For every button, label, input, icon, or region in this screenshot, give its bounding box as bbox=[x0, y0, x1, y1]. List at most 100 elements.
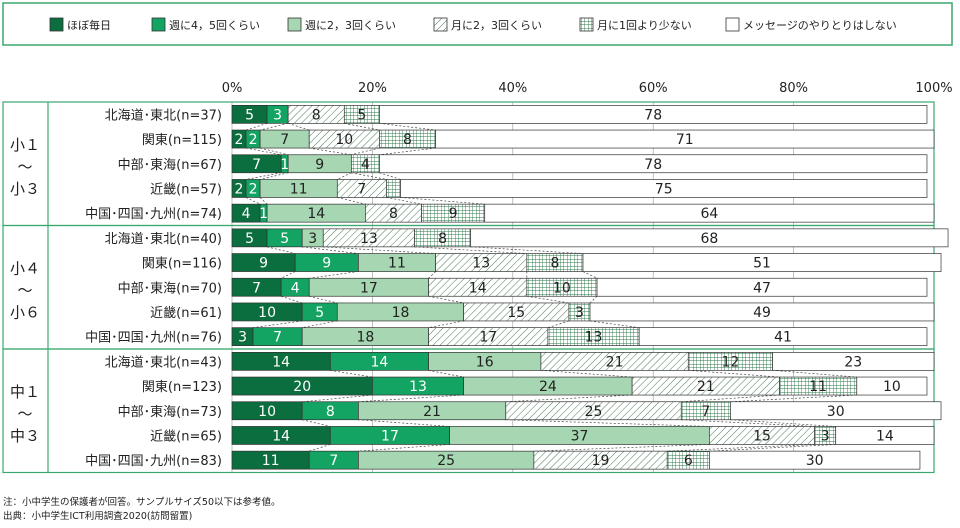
connector bbox=[302, 320, 338, 328]
connector bbox=[259, 197, 268, 205]
data-label: 30 bbox=[827, 404, 845, 420]
data-label: 5 bbox=[245, 107, 254, 123]
data-label: 14 bbox=[876, 428, 894, 444]
bar-segment bbox=[772, 352, 935, 371]
row-label: 中部･東海(n=70) bbox=[118, 280, 222, 296]
data-label: 3 bbox=[238, 330, 247, 346]
bar-segment bbox=[484, 203, 935, 223]
data-label: 5 bbox=[315, 305, 324, 321]
footnote-note: 注：小中学生の保護者が回答。サンプルサイズ50以下は参考値。 bbox=[3, 496, 281, 508]
group-label: 小６ bbox=[10, 303, 40, 321]
legend-label: 月に2，3回くらい bbox=[451, 19, 542, 32]
connector bbox=[379, 123, 436, 131]
group-label: ～ bbox=[17, 158, 32, 176]
data-label: 7 bbox=[329, 453, 338, 469]
data-label: 3 bbox=[575, 305, 584, 321]
data-label: 9 bbox=[259, 256, 268, 272]
row-label: 中部･東海(n=67) bbox=[118, 157, 222, 173]
row-label: 北海道･東北(n=40) bbox=[105, 231, 222, 247]
data-label: 5 bbox=[245, 231, 254, 247]
data-label: 13 bbox=[585, 330, 603, 346]
data-label: 9 bbox=[315, 157, 324, 173]
data-label: 8 bbox=[389, 206, 398, 222]
legend: ほぼ毎日 週に4，5回くらい 週に2，3回くらい 月に2，3回くらい 月に1回より少ない… bbox=[49, 17, 897, 32]
data-label: 2 bbox=[249, 132, 258, 148]
group-label: ～ bbox=[17, 405, 32, 423]
connector bbox=[280, 271, 296, 279]
connector bbox=[288, 123, 310, 131]
connector bbox=[379, 172, 401, 180]
connector bbox=[267, 246, 296, 254]
legend-swatch bbox=[579, 17, 594, 32]
connector bbox=[281, 295, 303, 304]
data-label: 11 bbox=[290, 181, 308, 197]
data-label: 64 bbox=[700, 206, 718, 222]
data-label: 14 bbox=[469, 280, 487, 296]
x-tick-label: 0% bbox=[222, 81, 243, 96]
data-label: 14 bbox=[272, 428, 290, 444]
data-label: 10 bbox=[258, 305, 276, 321]
legend-label: 月に1回より少ない bbox=[597, 19, 692, 32]
bar-segment bbox=[379, 104, 928, 124]
data-label: 5 bbox=[357, 107, 366, 123]
legend-swatch bbox=[433, 17, 448, 32]
x-tick-label: 40% bbox=[498, 81, 527, 96]
bar-segment bbox=[835, 426, 935, 445]
data-label: 2 bbox=[249, 181, 258, 197]
connector bbox=[379, 147, 436, 156]
data-label: 8 bbox=[403, 132, 412, 148]
data-label: 25 bbox=[585, 404, 603, 420]
data-label: 16 bbox=[476, 354, 494, 370]
connector bbox=[428, 370, 464, 378]
connector bbox=[337, 172, 352, 180]
connector bbox=[428, 271, 436, 279]
group-label: 小４ bbox=[10, 259, 40, 277]
data-label: 7 bbox=[252, 157, 261, 173]
x-tick-label: 80% bbox=[779, 81, 808, 96]
connector bbox=[245, 172, 282, 180]
connector bbox=[259, 147, 289, 156]
row-label: 近畿(n=61) bbox=[150, 306, 222, 321]
data-label: 68 bbox=[700, 231, 718, 247]
data-label: 14 bbox=[272, 354, 290, 370]
data-label: 18 bbox=[392, 305, 410, 321]
data-label: 7 bbox=[252, 280, 261, 296]
data-label: 13 bbox=[472, 256, 490, 272]
data-label: 1 bbox=[259, 206, 268, 222]
connector bbox=[337, 197, 366, 205]
connector bbox=[428, 295, 464, 304]
connector bbox=[351, 147, 380, 156]
data-label: 3 bbox=[821, 428, 830, 444]
data-label: 10 bbox=[553, 280, 571, 296]
data-label: 30 bbox=[806, 453, 824, 469]
row-label: 中国･四国･九州(n=74) bbox=[85, 207, 222, 222]
data-label: 1 bbox=[280, 157, 289, 173]
data-label: 17 bbox=[360, 280, 378, 296]
data-label: 5 bbox=[280, 231, 289, 247]
bar-segment bbox=[638, 327, 928, 346]
data-label: 7 bbox=[280, 132, 289, 148]
data-label: 78 bbox=[644, 107, 662, 123]
bar-segment bbox=[709, 450, 921, 470]
data-label: 2 bbox=[235, 132, 244, 148]
data-label: 10 bbox=[883, 379, 901, 395]
x-tick-label: 20% bbox=[358, 81, 387, 96]
bar-segment bbox=[379, 154, 928, 174]
data-label: 18 bbox=[356, 330, 374, 346]
connector bbox=[589, 320, 640, 328]
data-label: 3 bbox=[273, 107, 282, 123]
data-label: 51 bbox=[753, 256, 771, 272]
legend-swatch bbox=[725, 17, 740, 32]
connector bbox=[309, 444, 331, 452]
data-label: 13 bbox=[360, 231, 378, 247]
connector bbox=[681, 394, 780, 403]
connector bbox=[253, 320, 303, 328]
connector bbox=[259, 172, 289, 180]
group-label: ～ bbox=[17, 281, 32, 299]
connector bbox=[302, 419, 331, 427]
row-label: 中国･四国･九州(n=83) bbox=[85, 454, 222, 469]
data-label: 17 bbox=[381, 428, 399, 444]
